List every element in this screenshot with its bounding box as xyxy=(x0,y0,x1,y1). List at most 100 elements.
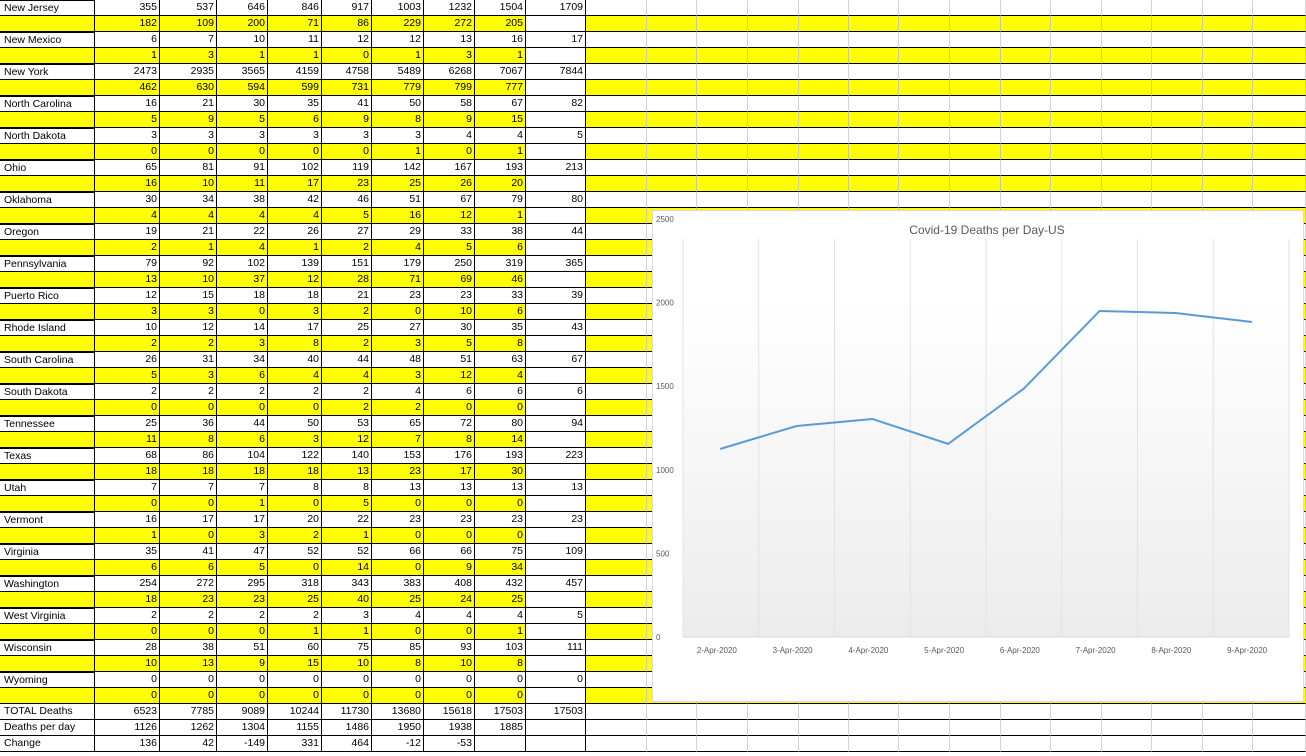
value-cell[interactable]: 2 xyxy=(268,528,322,544)
empty-cell[interactable] xyxy=(647,80,697,96)
empty-cell[interactable] xyxy=(586,352,647,368)
empty-cell[interactable] xyxy=(799,128,849,144)
value-cell[interactable]: 13 xyxy=(424,480,475,496)
empty-cell[interactable] xyxy=(586,384,647,400)
empty-cell[interactable] xyxy=(748,160,799,176)
empty-cell[interactable] xyxy=(899,16,950,32)
empty-cell[interactable] xyxy=(1001,720,1051,736)
value-cell[interactable]: 10 xyxy=(95,656,160,672)
value-cell[interactable]: 331 xyxy=(268,736,322,752)
empty-cell[interactable] xyxy=(1253,112,1306,128)
value-cell[interactable] xyxy=(526,432,586,448)
empty-cell[interactable] xyxy=(697,32,748,48)
value-cell[interactable]: 8 xyxy=(424,432,475,448)
value-cell[interactable]: 16 xyxy=(95,96,160,112)
value-cell[interactable]: 23 xyxy=(372,288,424,304)
row-label-cell[interactable]: Virginia xyxy=(0,544,95,560)
empty-cell[interactable] xyxy=(1102,144,1152,160)
value-cell[interactable]: 917 xyxy=(322,0,372,16)
value-cell[interactable]: 0 xyxy=(160,672,217,688)
empty-cell[interactable] xyxy=(799,720,849,736)
empty-cell[interactable] xyxy=(799,160,849,176)
empty-cell[interactable] xyxy=(799,80,849,96)
row-label-cell[interactable]: Ohio xyxy=(0,160,95,176)
value-cell[interactable]: 3 xyxy=(95,128,160,144)
empty-cell[interactable] xyxy=(849,112,899,128)
value-cell[interactable]: 2 xyxy=(322,336,372,352)
value-cell[interactable]: 4 xyxy=(217,240,268,256)
data-point[interactable] xyxy=(1174,311,1177,314)
value-cell[interactable]: 223 xyxy=(526,448,586,464)
empty-cell[interactable] xyxy=(586,640,647,656)
empty-cell[interactable] xyxy=(647,48,697,64)
row-label-cell[interactable]: TOTAL Deaths xyxy=(0,704,95,720)
empty-cell[interactable] xyxy=(586,528,647,544)
value-cell[interactable]: 10 xyxy=(160,176,217,192)
empty-cell[interactable] xyxy=(1203,96,1253,112)
value-cell[interactable]: 119 xyxy=(322,160,372,176)
value-cell[interactable]: 82 xyxy=(526,96,586,112)
empty-cell[interactable] xyxy=(586,64,647,80)
value-cell[interactable]: 29 xyxy=(372,224,424,240)
empty-cell[interactable] xyxy=(1152,96,1203,112)
empty-cell[interactable] xyxy=(1001,112,1051,128)
value-cell[interactable]: 7785 xyxy=(160,704,217,720)
row-label-cell[interactable] xyxy=(0,432,95,448)
value-cell[interactable]: 43 xyxy=(526,320,586,336)
value-cell[interactable]: 11 xyxy=(217,176,268,192)
value-cell[interactable]: 13 xyxy=(160,656,217,672)
empty-cell[interactable] xyxy=(1152,80,1203,96)
empty-cell[interactable] xyxy=(1001,48,1051,64)
row-label-cell[interactable] xyxy=(0,336,95,352)
empty-cell[interactable] xyxy=(1152,16,1203,32)
value-cell[interactable]: 51 xyxy=(424,352,475,368)
empty-cell[interactable] xyxy=(1001,32,1051,48)
value-cell[interactable] xyxy=(526,48,586,64)
value-cell[interactable]: 254 xyxy=(95,576,160,592)
value-cell[interactable]: 2 xyxy=(160,336,217,352)
empty-cell[interactable] xyxy=(586,0,647,16)
value-cell[interactable]: 3 xyxy=(160,368,217,384)
value-cell[interactable]: 0 xyxy=(475,400,526,416)
value-cell[interactable]: 140 xyxy=(322,448,372,464)
value-cell[interactable]: 5489 xyxy=(372,64,424,80)
value-cell[interactable]: 3 xyxy=(372,128,424,144)
value-cell[interactable]: 4 xyxy=(372,384,424,400)
value-cell[interactable]: 17 xyxy=(217,512,268,528)
empty-cell[interactable] xyxy=(950,192,1001,208)
empty-cell[interactable] xyxy=(1051,32,1102,48)
value-cell[interactable]: 5 xyxy=(526,608,586,624)
value-cell[interactable]: 18 xyxy=(217,464,268,480)
value-cell[interactable]: 26 xyxy=(95,352,160,368)
value-cell[interactable]: 25 xyxy=(322,320,372,336)
empty-cell[interactable] xyxy=(1051,192,1102,208)
empty-cell[interactable] xyxy=(1253,64,1306,80)
value-cell[interactable]: 2 xyxy=(322,304,372,320)
empty-cell[interactable] xyxy=(647,112,697,128)
value-cell[interactable]: 464 xyxy=(322,736,372,752)
value-cell[interactable]: 11730 xyxy=(322,704,372,720)
value-cell[interactable]: 8 xyxy=(268,480,322,496)
empty-cell[interactable] xyxy=(799,144,849,160)
value-cell[interactable]: 2 xyxy=(217,384,268,400)
value-cell[interactable]: 39 xyxy=(526,288,586,304)
empty-cell[interactable] xyxy=(748,32,799,48)
empty-cell[interactable] xyxy=(1051,16,1102,32)
value-cell[interactable] xyxy=(526,720,586,736)
value-cell[interactable]: 1 xyxy=(217,48,268,64)
value-cell[interactable] xyxy=(526,176,586,192)
value-cell[interactable]: 25 xyxy=(95,416,160,432)
empty-cell[interactable] xyxy=(647,16,697,32)
value-cell[interactable]: 0 xyxy=(372,304,424,320)
row-label-cell[interactable]: South Carolina xyxy=(0,352,95,368)
value-cell[interactable]: 42 xyxy=(268,192,322,208)
value-cell[interactable]: 1 xyxy=(217,496,268,512)
value-cell[interactable]: 0 xyxy=(160,624,217,640)
value-cell[interactable]: 41 xyxy=(322,96,372,112)
empty-cell[interactable] xyxy=(748,0,799,16)
value-cell[interactable]: 1 xyxy=(268,624,322,640)
empty-cell[interactable] xyxy=(647,64,697,80)
empty-cell[interactable] xyxy=(748,144,799,160)
value-cell[interactable]: 3 xyxy=(95,304,160,320)
value-cell[interactable]: 7844 xyxy=(526,64,586,80)
